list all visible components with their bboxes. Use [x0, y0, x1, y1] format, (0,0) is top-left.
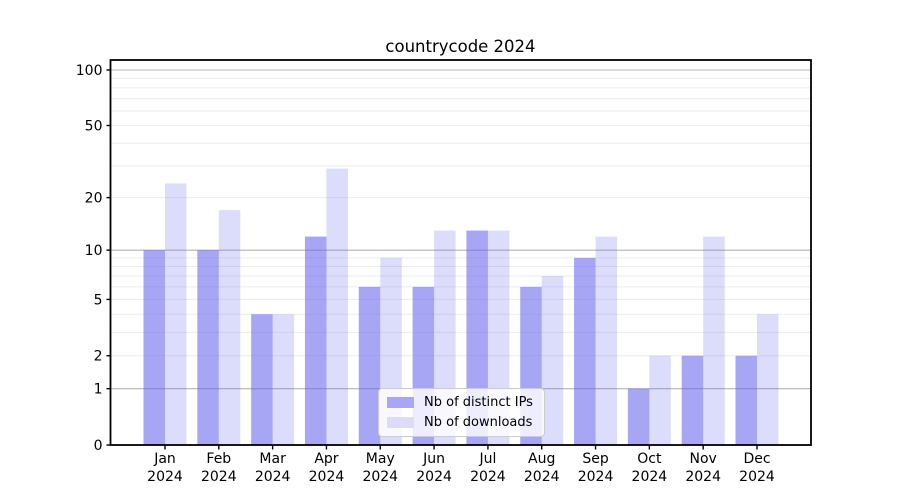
x-tick-label-month: Aug: [528, 451, 555, 467]
x-tick-label-year: 2024: [524, 469, 560, 485]
x-tick-label-month: Jul: [478, 451, 496, 467]
x-tick-label-month: Feb: [206, 451, 231, 467]
bar-nb-of-downloads-oct: [649, 355, 671, 445]
x-tick-label-year: 2024: [416, 469, 452, 485]
x-tick-label-month: Dec: [743, 451, 770, 467]
x-tick-label-year: 2024: [739, 469, 775, 485]
x-tick-label-year: 2024: [470, 469, 506, 485]
bar-nb-of-distinct-ips-dec: [735, 355, 757, 445]
legend-swatch-distinct-ips: [387, 397, 414, 408]
y-tick-label: 50: [85, 119, 103, 135]
x-tick-label-year: 2024: [309, 469, 345, 485]
x-tick-label-year: 2024: [685, 469, 721, 485]
x-tick-label-year: 2024: [578, 469, 614, 485]
bar-nb-of-distinct-ips-apr: [304, 236, 327, 445]
x-axis: Jan 2024 Feb 2024 Mar 2024 Apr 2024 May 2024 Jun 20…: [147, 445, 775, 485]
bar-nb-of-distinct-ips-nov: [681, 355, 704, 445]
legend-item-downloads: Nb of downloads: [387, 414, 536, 432]
legend: Nb of distinct IPs Nb of downloads: [378, 388, 545, 437]
bar-nb-of-distinct-ips-may: [358, 286, 381, 445]
bar-nb-of-downloads-nov: [703, 236, 725, 445]
legend-label-downloads: Nb of downloads: [424, 415, 533, 430]
bar-nb-of-distinct-ips-jan: [143, 250, 165, 445]
x-tick-label-year: 2024: [362, 469, 398, 485]
y-tick-label: 0: [94, 438, 103, 454]
bar-nb-of-downloads-mar: [272, 314, 295, 445]
x-tick-label-month: Sep: [582, 451, 609, 467]
bar-nb-of-distinct-ips-sep: [574, 257, 596, 445]
bar-nb-of-downloads-aug: [541, 276, 564, 445]
y-tick-label: 1: [94, 382, 103, 398]
x-tick-label-year: 2024: [201, 469, 237, 485]
bar-nb-of-downloads-jan: [165, 183, 187, 445]
x-tick-label-month: Apr: [314, 451, 338, 467]
x-tick-label-month: May: [366, 451, 395, 467]
bar-nb-of-distinct-ips-feb: [197, 250, 219, 445]
y-tick-label: 100: [76, 63, 103, 79]
chart-title: countrycode 2024: [385, 37, 536, 56]
bar-nb-of-downloads-feb: [218, 210, 241, 445]
x-tick-label-month: Jun: [422, 451, 445, 467]
plot-border: [109, 59, 812, 446]
bar-nb-of-downloads-apr: [326, 168, 348, 445]
y-tick-label: 2: [94, 349, 103, 365]
bar-nb-of-distinct-ips-mar: [251, 314, 273, 445]
x-tick-label-year: 2024: [255, 469, 291, 485]
y-tick-label: 10: [85, 243, 103, 259]
legend-label-distinct-ips: Nb of distinct IPs: [424, 395, 533, 410]
x-tick-label-year: 2024: [147, 469, 183, 485]
bar-nb-of-distinct-ips-oct: [627, 388, 650, 445]
x-tick-label-month: Jan: [153, 451, 176, 467]
y-axis: 0 1 2 5 10 20 50 100: [76, 63, 111, 454]
bar-nb-of-downloads-dec: [756, 314, 779, 445]
bar-nb-of-downloads-sep: [595, 236, 618, 445]
legend-item-distinct-ips: Nb of distinct IPs: [387, 394, 536, 412]
x-tick-label-month: Mar: [259, 451, 286, 467]
y-tick-label: 20: [85, 191, 103, 207]
y-tick-label: 5: [94, 292, 103, 308]
x-tick-label-year: 2024: [632, 469, 668, 485]
x-tick-label-month: Oct: [637, 451, 662, 467]
legend-swatch-downloads: [387, 417, 414, 428]
x-tick-label-month: Nov: [690, 451, 717, 467]
